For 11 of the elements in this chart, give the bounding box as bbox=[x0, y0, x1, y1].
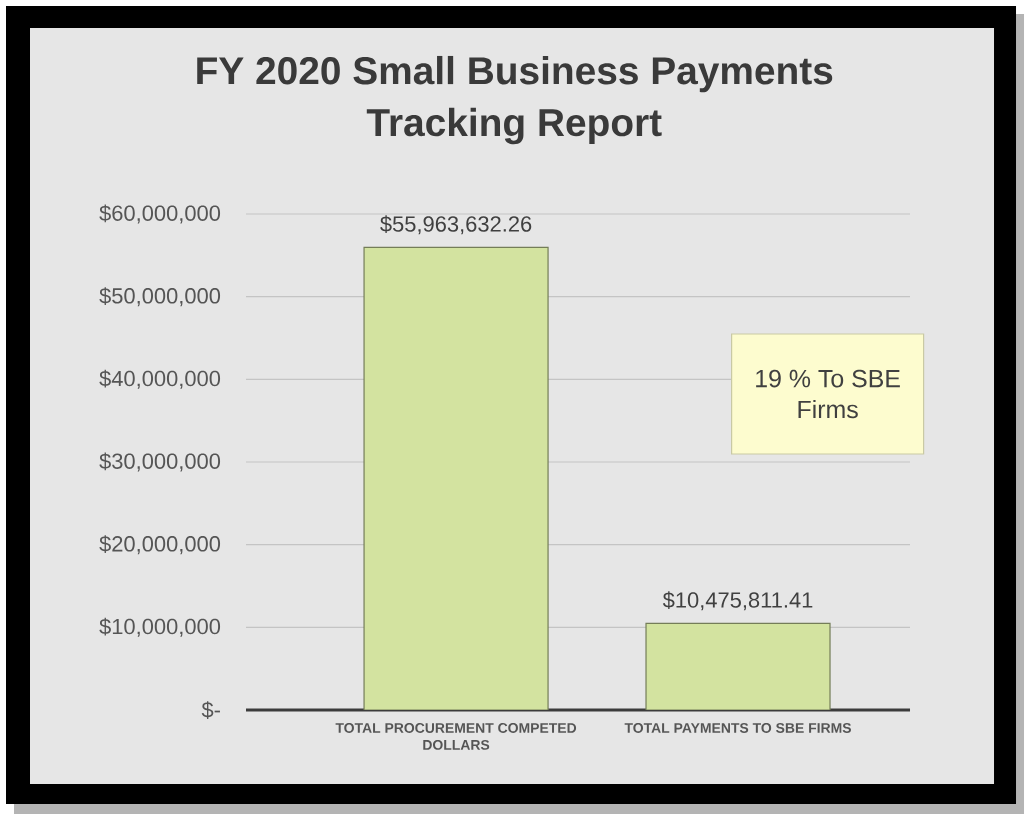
data-label: $55,963,632.26 bbox=[380, 215, 532, 235]
y-tick-label: $30,000,000 bbox=[99, 452, 221, 472]
y-tick-label: $20,000,000 bbox=[99, 535, 221, 555]
y-tick-label: $10,000,000 bbox=[99, 617, 221, 637]
chart-title: FY 2020 Small Business Payments Tracking Report bbox=[197, 55, 833, 145]
y-tick-label: $60,000,000 bbox=[99, 204, 221, 224]
data-label: $10,475,811.41 bbox=[662, 591, 813, 611]
y-tick-label: $- bbox=[201, 701, 220, 719]
y-tick-label: $50,000,000 bbox=[99, 287, 221, 307]
annotation: 19 % To SBE Firms bbox=[756, 369, 900, 419]
y-tick-label: $40,000,000 bbox=[99, 369, 221, 389]
